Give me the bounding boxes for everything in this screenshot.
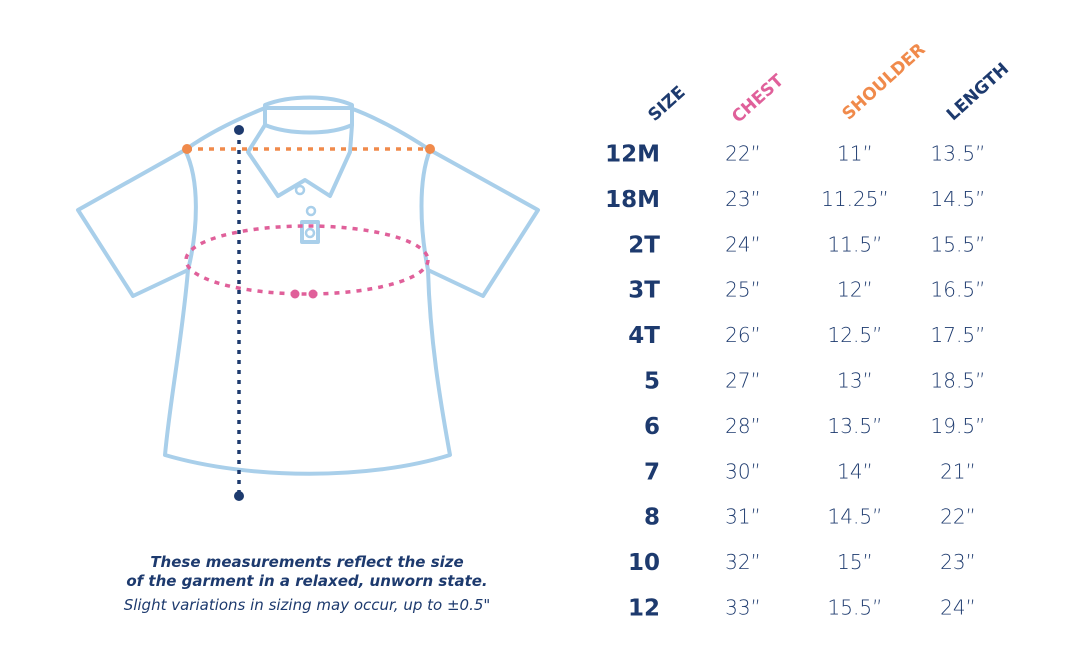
chest-cell: 30”	[725, 459, 761, 483]
shoulder-cell: 14.5”	[828, 505, 883, 529]
length-cell: 23”	[940, 550, 976, 574]
length-cell: 14.5”	[931, 187, 986, 211]
shoulder-cell: 14”	[837, 459, 873, 483]
header-shoulder: SHOULDER	[839, 40, 930, 125]
size-cell: 12M	[605, 142, 660, 168]
size-cell: 5	[644, 369, 660, 395]
shoulder-cell: 15”	[837, 550, 873, 574]
size-cell: 18M	[605, 187, 660, 213]
note: Slight variations in sizing may occur, u…	[124, 596, 491, 614]
shoulder-cell: 13”	[837, 369, 873, 393]
length-cell: 24”	[940, 596, 976, 620]
length-cell: 22”	[940, 505, 976, 529]
shoulder-cell: 11.5”	[828, 232, 883, 256]
shoulder-cell: 12.5”	[828, 323, 883, 347]
chest-cell: 32”	[725, 550, 761, 574]
size-cell: 7	[644, 459, 660, 485]
chest-cell: 31”	[725, 505, 761, 529]
size-cell: 6	[644, 414, 660, 440]
length-cell: 13.5”	[931, 142, 986, 166]
size-table: 12M 22” 11” 13.5” 18M 23” 11.25” 14.5” 2T 24” 11.5…	[605, 142, 985, 622]
chest-line	[184, 224, 430, 296]
chest-cell: 28”	[725, 414, 761, 438]
chest-dot	[290, 289, 300, 299]
shoulder-dot	[182, 144, 192, 154]
shoulder-dot	[425, 144, 435, 154]
size-cell: 2T	[628, 232, 660, 258]
shoulder-cell: 15.5”	[828, 596, 883, 620]
size-cell: 10	[628, 550, 660, 576]
chest-cell: 33”	[725, 596, 761, 620]
length-cell: 19.5”	[931, 414, 986, 438]
length-cell: 17.5”	[931, 323, 986, 347]
chest-dot	[308, 289, 318, 299]
note: These measurements reflect the size	[150, 553, 463, 571]
chest-cell: 24”	[725, 232, 761, 256]
chest-cell: 22”	[725, 142, 761, 166]
header-chest: CHEST	[728, 71, 788, 128]
length-cell: 21”	[940, 459, 976, 483]
size-cell: 8	[644, 505, 660, 531]
length-cell: 16.5”	[931, 278, 986, 302]
header-length: LENGTH	[943, 59, 1013, 125]
shoulder-cell: 12”	[837, 278, 873, 302]
size-cell: 3T	[628, 278, 660, 304]
shoulder-cell: 11.25”	[821, 187, 889, 211]
header-size: SIZE	[645, 82, 690, 125]
size-cell: 12	[628, 596, 660, 622]
length-dot	[234, 125, 244, 135]
chest-cell: 27”	[725, 369, 761, 393]
length-dot	[234, 491, 244, 501]
note: of the garment in a relaxed, unworn stat…	[126, 572, 487, 590]
shoulder-cell: 11”	[837, 142, 873, 166]
chest-cell: 23”	[725, 187, 761, 211]
length-cell: 15.5”	[931, 232, 986, 256]
size-cell: 4T	[628, 323, 660, 349]
chest-cell: 26”	[725, 323, 761, 347]
shirt-diagram	[76, 95, 540, 476]
length-cell: 18.5”	[931, 369, 986, 393]
shoulder-cell: 13.5”	[828, 414, 883, 438]
chest-cell: 25”	[725, 278, 761, 302]
